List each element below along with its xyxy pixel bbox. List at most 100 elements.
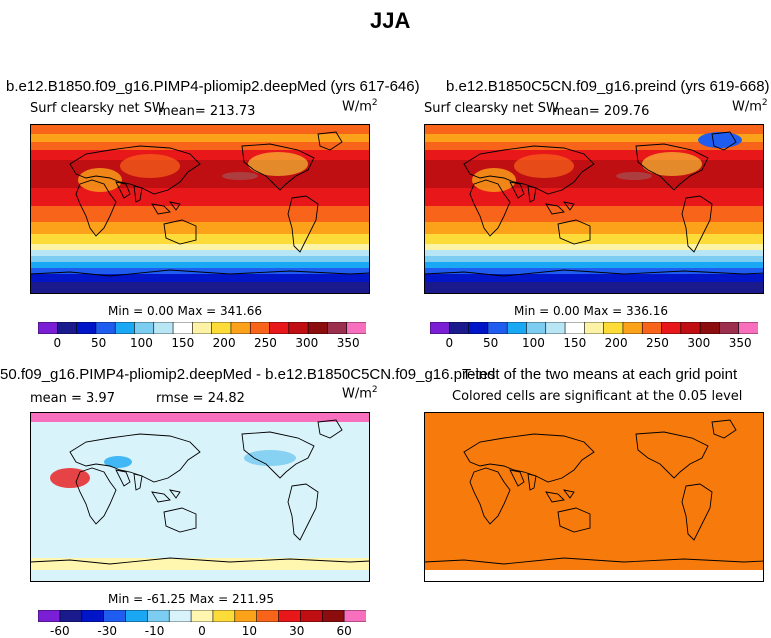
colorbar-swatch — [59, 610, 83, 622]
colorbar-tick-label: 350 — [336, 336, 360, 350]
coastline — [509, 469, 537, 491]
colorbar-swatch — [719, 322, 740, 334]
colorbar-swatch — [76, 322, 97, 334]
map-band — [30, 268, 370, 274]
map-frame — [424, 124, 764, 294]
map-frame — [30, 124, 370, 294]
colorbar-swatch — [192, 322, 213, 334]
coastline — [69, 145, 201, 195]
land-region — [642, 152, 702, 176]
coastline — [317, 419, 343, 439]
panel1-colorbar — [38, 322, 366, 334]
map-band — [30, 142, 370, 150]
colorbar-swatch — [256, 610, 280, 622]
panel1-units: W/m2 — [342, 98, 378, 115]
colorbar-swatch — [468, 322, 489, 334]
colorbar-swatch — [168, 610, 192, 622]
map-band — [424, 244, 764, 250]
nonsignificant-region — [424, 570, 764, 582]
map-band — [424, 282, 764, 294]
panel2-units: W/m2 — [732, 98, 768, 115]
coastline — [163, 219, 197, 245]
colorbar-swatch — [506, 322, 528, 334]
map-band — [30, 274, 370, 282]
arctic-region — [30, 412, 370, 422]
panel4-map — [424, 412, 764, 582]
map-band — [424, 150, 764, 160]
colorbar-swatch — [269, 322, 290, 334]
colorbar-tick-label: 300 — [295, 336, 319, 350]
panel1-map — [30, 124, 370, 294]
colorbar-swatch — [346, 322, 366, 334]
colorbar-tick-label: 300 — [687, 336, 711, 350]
colorbar-swatch — [38, 322, 59, 334]
colorbar-tick-label: 250 — [646, 336, 669, 350]
panel4-subtitle: Colored cells are significant at the 0.0… — [452, 389, 743, 404]
colorbar-swatch — [327, 322, 348, 334]
colorbar-swatch — [526, 322, 547, 334]
coastline — [424, 557, 764, 565]
coastline — [241, 143, 315, 191]
coastline — [317, 131, 343, 151]
coastline — [287, 483, 319, 541]
map-band — [30, 134, 370, 142]
map-band — [30, 124, 370, 134]
colorbar-swatch — [307, 322, 329, 334]
colorbar-swatch — [641, 322, 663, 334]
colorbar-swatch — [147, 610, 171, 622]
colorbar-tick-label: 250 — [254, 336, 277, 350]
panel2-map — [424, 124, 764, 294]
map-band — [30, 150, 370, 160]
map-band — [30, 234, 370, 244]
coastline — [509, 181, 537, 203]
coastline — [287, 195, 319, 253]
coastline — [151, 489, 181, 503]
colorbar-swatch — [564, 322, 586, 334]
map-band — [30, 244, 370, 250]
map-band — [424, 222, 764, 234]
colorbar-swatch — [103, 610, 127, 622]
map-band — [30, 206, 370, 222]
land-region — [120, 154, 180, 178]
colorbar-swatch — [249, 322, 271, 334]
colorbar-tick-label: 60 — [336, 624, 352, 638]
panel3-units: W/m2 — [342, 385, 378, 402]
coastline — [635, 143, 709, 191]
colorbar-swatch — [738, 322, 758, 334]
coastline — [469, 179, 511, 237]
colorbar-swatch — [545, 322, 566, 334]
colorbar-tick-label: 30 — [289, 624, 305, 638]
panel3-map — [30, 412, 370, 582]
map-band — [424, 256, 764, 262]
coastline — [681, 483, 713, 541]
colorbar-swatch — [343, 610, 366, 622]
panel3-title: 50.f09_g16.PIMP4-pliomip2.deepMed - b.e1… — [0, 366, 496, 383]
land-region — [514, 154, 574, 178]
coastline — [115, 181, 143, 203]
land-region — [78, 168, 122, 192]
map-band — [424, 142, 764, 150]
colorbar-swatch — [211, 322, 232, 334]
colorbar-swatch — [278, 610, 302, 622]
panel2-title: b.e12.B1850C5CN.f09_g16.preind (yrs 619-… — [446, 78, 770, 95]
panel3-colorbar — [38, 610, 366, 622]
colorbar-tick-label: -30 — [97, 624, 118, 638]
colorbar-swatch — [81, 610, 105, 622]
colorbar-swatch — [321, 610, 345, 622]
colorbar-tick-label: 50 — [90, 336, 107, 350]
map-band — [424, 274, 764, 282]
panel2-mean-label: mean= 209.76 — [552, 104, 650, 119]
anomaly-region — [244, 450, 296, 466]
map-band — [424, 188, 764, 206]
panel2-colorbar — [430, 322, 758, 334]
colorbar-swatch — [56, 322, 78, 334]
colorbar-swatch — [584, 322, 605, 334]
colorbar-swatch — [190, 610, 214, 622]
map-band — [424, 268, 764, 274]
map-band — [424, 206, 764, 222]
colorbar-tick-label: 50 — [482, 336, 499, 350]
max-region — [616, 172, 652, 180]
panel1-mean-label: mean= 213.73 — [158, 104, 256, 119]
significant-region — [424, 412, 764, 570]
colorbar-tick-label: 200 — [212, 336, 236, 350]
